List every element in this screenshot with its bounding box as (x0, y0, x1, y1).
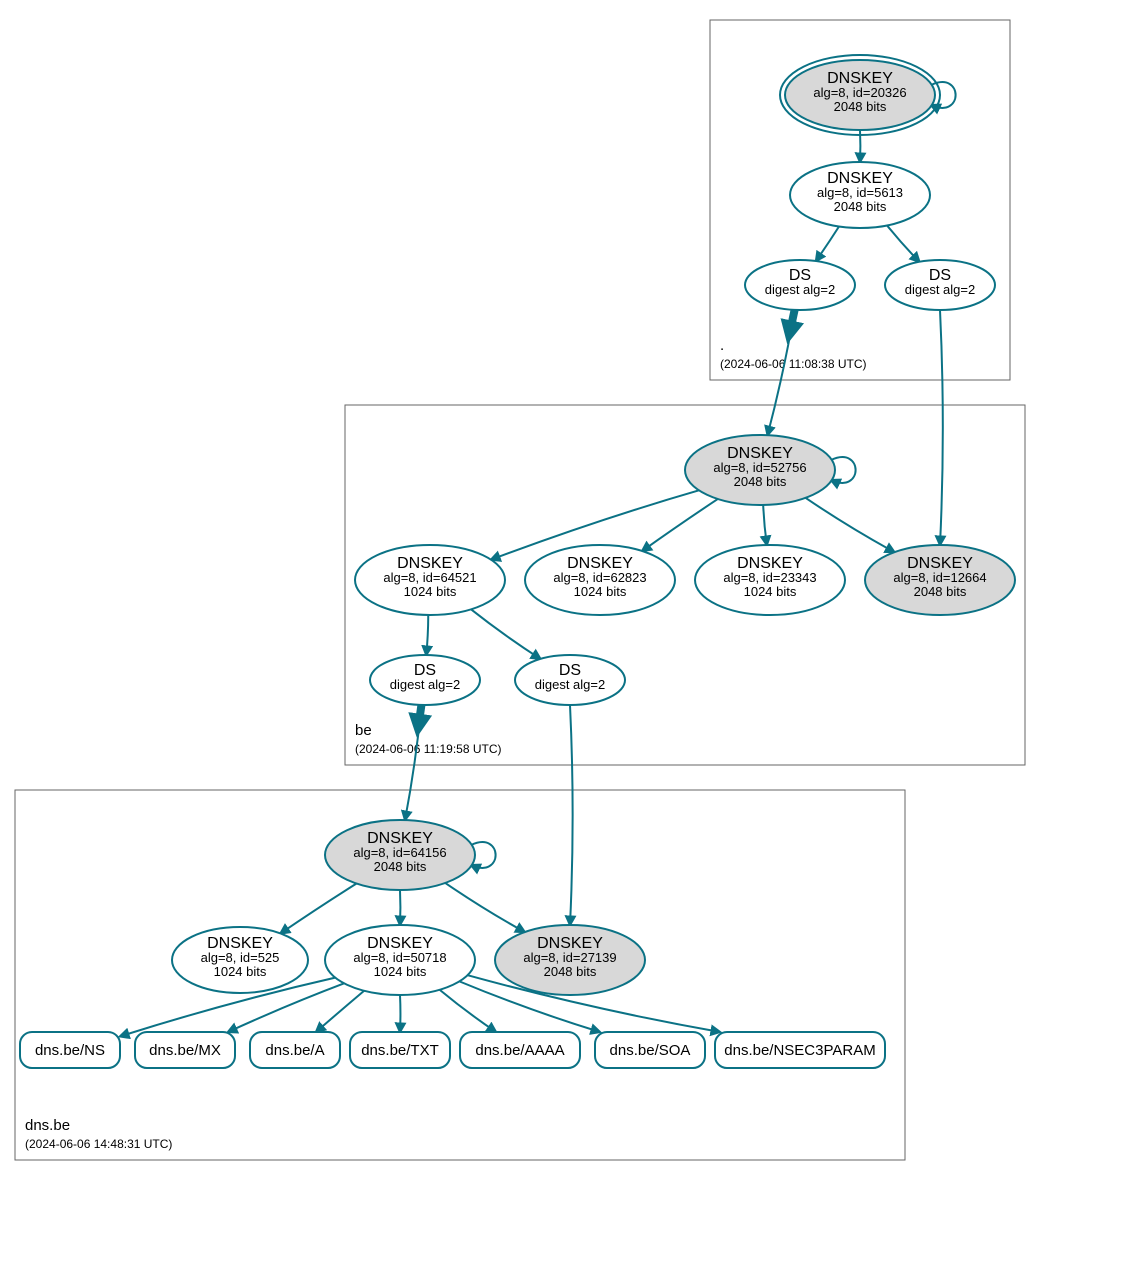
zone-label: be (355, 722, 372, 739)
edge (887, 225, 919, 261)
node-text: digest alg=2 (390, 677, 460, 692)
node-leaf-nsec3: dns.be/NSEC3PARAM (715, 1032, 885, 1068)
edge (316, 991, 364, 1032)
node-text: 2048 bits (914, 584, 967, 599)
edge (426, 615, 428, 655)
leaf-label: dns.be/SOA (610, 1042, 691, 1059)
edge (445, 883, 525, 932)
node-text: alg=8, id=5613 (817, 185, 903, 200)
edge (471, 609, 540, 659)
leaf-label: dns.be/MX (149, 1042, 221, 1059)
leaf-label: dns.be/NSEC3PARAM (724, 1042, 875, 1059)
leaf-label: dns.be/A (265, 1042, 324, 1059)
node-leaf-mx: dns.be/MX (135, 1032, 235, 1068)
node-leaf-txt: dns.be/TXT (350, 1032, 450, 1068)
edge (763, 505, 767, 545)
node-text: 1024 bits (374, 964, 427, 979)
node-text: digest alg=2 (535, 677, 605, 692)
node-leaf-soa: dns.be/SOA (595, 1032, 705, 1068)
node-text: alg=8, id=20326 (813, 85, 906, 100)
zone-label: . (720, 337, 724, 354)
edge (405, 705, 421, 820)
node-text: alg=8, id=525 (201, 950, 280, 965)
node-text: digest alg=2 (765, 282, 835, 297)
node-text: alg=8, id=12664 (893, 570, 986, 585)
node-be-dk2: DNSKEYalg=8, id=628231024 bits (525, 545, 675, 615)
node-be-ksk: DNSKEYalg=8, id=527562048 bits (685, 435, 835, 505)
node-text: digest alg=2 (905, 282, 975, 297)
node-text: alg=8, id=27139 (523, 950, 616, 965)
node-root-ksk: DNSKEYalg=8, id=203262048 bits (780, 55, 940, 135)
node-text: 2048 bits (544, 964, 597, 979)
dnssec-graph: . (2024-06-06 11:08:38 UTC) be (2024-06-06 … (0, 0, 1125, 1278)
node-text: alg=8, id=62823 (553, 570, 646, 585)
node-text: alg=8, id=52756 (713, 460, 806, 475)
node-be-dk1: DNSKEYalg=8, id=645211024 bits (355, 545, 505, 615)
node-be-ds1: DSdigest alg=2 (370, 655, 480, 705)
node-text: alg=8, id=23343 (723, 570, 816, 585)
edge (280, 884, 356, 934)
zone-timestamp: (2024-06-06 11:08:38 UTC) (720, 357, 867, 371)
edge (768, 310, 795, 435)
edge (440, 990, 496, 1032)
node-dnsbe-dk1: DNSKEYalg=8, id=5251024 bits (172, 927, 308, 993)
node-root-ds1: DSdigest alg=2 (745, 260, 855, 310)
node-text: alg=8, id=64156 (353, 845, 446, 860)
node-text: 1024 bits (744, 584, 797, 599)
node-text: 1024 bits (574, 584, 627, 599)
node-leaf-ns: dns.be/NS (20, 1032, 120, 1068)
zone-timestamp: (2024-06-06 11:19:58 UTC) (355, 742, 502, 756)
node-dnsbe-dk2: DNSKEYalg=8, id=507181024 bits (325, 925, 475, 995)
edge (570, 705, 573, 925)
leaf-label: dns.be/TXT (361, 1042, 439, 1059)
node-text: alg=8, id=64521 (383, 570, 476, 585)
zone-label: dns.be (25, 1117, 70, 1134)
leaf-label: dns.be/AAAA (475, 1042, 564, 1059)
node-dnsbe-ksk: DNSKEYalg=8, id=641562048 bits (325, 820, 475, 890)
node-be-ds2: DSdigest alg=2 (515, 655, 625, 705)
node-text: alg=8, id=50718 (353, 950, 446, 965)
node-text: 2048 bits (374, 859, 427, 874)
node-be-dk3: DNSKEYalg=8, id=233431024 bits (695, 545, 845, 615)
node-text: 2048 bits (834, 99, 887, 114)
node-root-zsk: DNSKEYalg=8, id=56132048 bits (790, 162, 930, 228)
edge (940, 310, 943, 545)
node-text: 2048 bits (734, 474, 787, 489)
leaf-label: dns.be/NS (35, 1042, 105, 1059)
node-text: 2048 bits (834, 199, 887, 214)
node-text: 1024 bits (214, 964, 267, 979)
node-leaf-aaaa: dns.be/AAAA (460, 1032, 580, 1068)
node-leaf-a: dns.be/A (250, 1032, 340, 1068)
zone-timestamp: (2024-06-06 14:48:31 UTC) (25, 1137, 172, 1151)
edge (642, 499, 718, 551)
node-root-ds2: DSdigest alg=2 (885, 260, 995, 310)
edge (816, 226, 839, 261)
node-dnsbe-dk3: DNSKEYalg=8, id=271392048 bits (495, 925, 645, 995)
node-text: 1024 bits (404, 584, 457, 599)
node-be-dk4: DNSKEYalg=8, id=126642048 bits (865, 545, 1015, 615)
edge (806, 498, 895, 552)
